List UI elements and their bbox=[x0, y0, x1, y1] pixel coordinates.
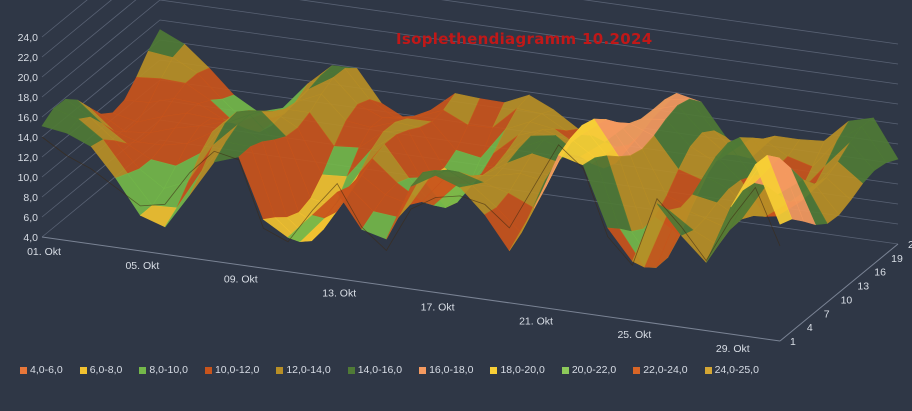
legend-label: 12,0-14,0 bbox=[286, 364, 331, 376]
gridline bbox=[41, 0, 899, 85]
surface-patch bbox=[755, 154, 793, 225]
depth-tick-label: 7 bbox=[824, 308, 830, 320]
x-tick-label: 21. Okt bbox=[519, 315, 553, 327]
legend-label: 4,0-6,0 bbox=[30, 364, 63, 376]
legend-item: 6,0-8,0 bbox=[79, 364, 123, 376]
x-tick-label: 29. Okt bbox=[716, 343, 750, 355]
depth-tick-label: 1 bbox=[790, 336, 796, 348]
legend-label: 10,0-12,0 bbox=[214, 364, 260, 376]
depth-tick-label: 10 bbox=[841, 294, 853, 306]
depth-tick-label: 16 bbox=[874, 267, 886, 279]
legend-item: 24,0-25,0 bbox=[704, 364, 759, 376]
z-tick-label: 10,0 bbox=[18, 172, 39, 184]
legend-label: 14,0-16,0 bbox=[357, 364, 403, 376]
z-tick-label: 12,0 bbox=[18, 152, 39, 164]
x-tick-label: 01. Okt bbox=[27, 246, 61, 258]
legend-swatch bbox=[633, 366, 641, 374]
depth-tick-label: 13 bbox=[857, 281, 869, 293]
z-tick-label: 6,0 bbox=[23, 212, 38, 224]
z-tick-label: 14,0 bbox=[18, 132, 39, 144]
legend-swatch bbox=[204, 366, 212, 374]
gridline bbox=[41, 0, 899, 45]
legend-item: 10,0-12,0 bbox=[204, 364, 260, 376]
gridline bbox=[41, 0, 899, 105]
z-tick-label: 18,0 bbox=[18, 92, 39, 104]
legend-swatch bbox=[20, 366, 27, 374]
legend-label: 22,0-24,0 bbox=[643, 364, 688, 376]
z-tick-label: 16,0 bbox=[18, 112, 39, 124]
legend-label: 16,0-18,0 bbox=[429, 364, 474, 376]
z-tick-label: 20,0 bbox=[18, 72, 39, 84]
legend-item: 22,0-24,0 bbox=[633, 364, 688, 376]
legend-label: 18,0-20,0 bbox=[500, 364, 545, 376]
legend-label: 6,0-8,0 bbox=[89, 364, 123, 376]
legend-label: 24,0-25,0 bbox=[714, 364, 759, 376]
legend-item: 16,0-18,0 bbox=[419, 364, 473, 376]
legend-swatch bbox=[704, 366, 712, 374]
depth-axis-line bbox=[779, 243, 899, 342]
legend-swatch bbox=[561, 366, 569, 374]
legend-swatch bbox=[79, 366, 87, 374]
legend-swatch bbox=[419, 366, 427, 374]
chart-legend: 4,0-6,0 6,0-8,0 8,0-10,0 10,0-12,0 12,0-14,0… bbox=[20, 362, 776, 378]
legend-item: 8,0-10,0 bbox=[139, 364, 188, 376]
z-tick-label: 24,0 bbox=[18, 32, 39, 44]
depth-tick-label: 22 bbox=[908, 239, 912, 251]
x-axis-line bbox=[41, 236, 781, 342]
surface-front-profile bbox=[41, 136, 781, 266]
depth-tick-label: 19 bbox=[891, 253, 903, 265]
legend-label: 8,0-10,0 bbox=[149, 364, 188, 376]
legend-item: 14,0-16,0 bbox=[347, 364, 403, 376]
x-tick-label: 05. Okt bbox=[125, 260, 159, 272]
z-tick-label: 22,0 bbox=[18, 52, 39, 64]
legend-item: 4,0-6,0 bbox=[20, 364, 63, 376]
x-tick-label: 17. Okt bbox=[421, 301, 455, 313]
x-tick-label: 13. Okt bbox=[322, 288, 356, 300]
gridline bbox=[41, 0, 899, 65]
legend-label: 20,0-22,0 bbox=[571, 364, 617, 376]
legend-swatch bbox=[347, 366, 355, 374]
legend-item: 20,0-22,0 bbox=[561, 364, 617, 376]
depth-tick-label: 4 bbox=[807, 322, 813, 334]
z-tick-label: 4,0 bbox=[23, 232, 38, 244]
legend-swatch bbox=[490, 366, 498, 374]
x-tick-label: 09. Okt bbox=[224, 274, 258, 286]
gridline bbox=[41, 19, 899, 125]
z-tick-label: 8,0 bbox=[23, 192, 38, 204]
chart-title: Isoplethendiagramm 10.2024 bbox=[396, 30, 653, 48]
legend-item: 18,0-20,0 bbox=[490, 364, 545, 376]
legend-item: 12,0-14,0 bbox=[276, 364, 331, 376]
legend-swatch bbox=[276, 366, 284, 374]
x-tick-label: 25. Okt bbox=[617, 329, 651, 341]
legend-swatch bbox=[139, 366, 147, 374]
